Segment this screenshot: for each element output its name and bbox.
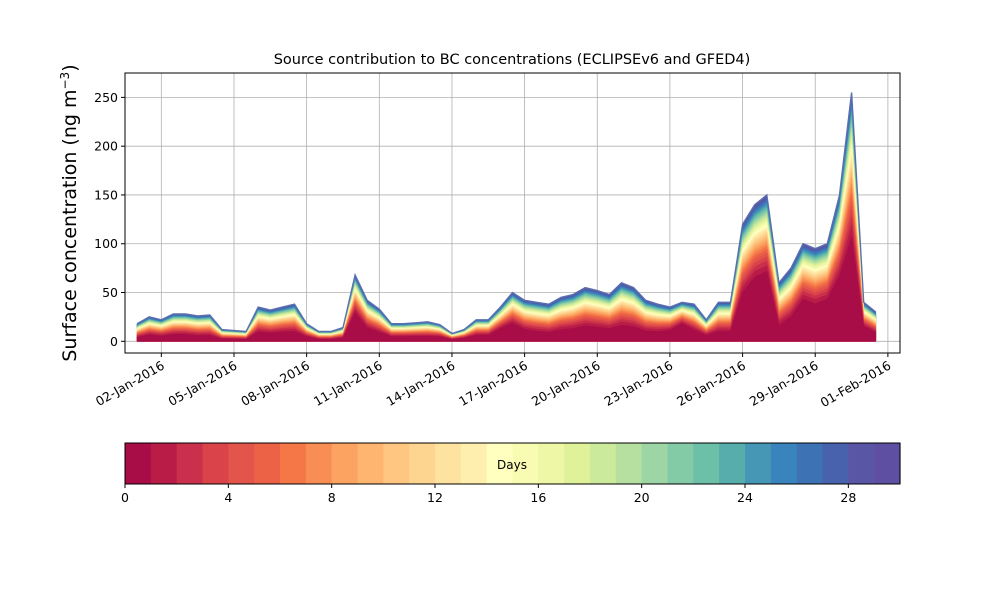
colorbar-segment: [667, 443, 694, 484]
colorbar-segment: [202, 443, 229, 484]
colorbar-segment: [331, 443, 359, 484]
colorbar-segment: [409, 443, 436, 484]
y-tick-label: 250: [94, 90, 118, 105]
colorbar-tick-label: 24: [737, 490, 753, 505]
y-tick-label: 100: [94, 236, 118, 251]
colorbar-segment: [435, 443, 462, 484]
colorbar-segment: [486, 443, 514, 484]
x-tick-label: 29-Jan-2016: [747, 358, 821, 409]
colorbar-tick-label: 20: [634, 490, 650, 505]
x-tick-label: 20-Jan-2016: [529, 358, 603, 409]
y-tick-label: 50: [102, 285, 118, 300]
colorbar-segment: [357, 443, 384, 484]
colorbar-label: Days: [497, 458, 527, 472]
colorbar-segment: [460, 443, 488, 484]
colorbar-segment: [383, 443, 410, 484]
colorbar-segment: [615, 443, 643, 484]
plot-frame: [124, 72, 901, 354]
colorbar-tick-label: 0: [121, 490, 129, 505]
x-tick-label: 02-Jan-2016: [93, 358, 167, 409]
total-line: [136, 92, 877, 335]
colorbar-segment: [874, 443, 901, 484]
colorbar-segment: [564, 443, 591, 484]
colorbar-segment: [745, 443, 772, 484]
y-tick-label: 200: [94, 139, 118, 154]
colorbar-segment: [305, 443, 333, 484]
colorbar-tick-label: 8: [328, 490, 336, 505]
colorbar: [125, 443, 901, 484]
x-tick-label: 05-Jan-2016: [166, 358, 240, 409]
y-axis-label: Surface concentration (ng m−3): [58, 64, 81, 361]
colorbar-segment: [590, 443, 617, 484]
y-tick-label: 150: [94, 187, 118, 202]
colorbar-segment: [254, 443, 281, 484]
colorbar-segment: [125, 443, 152, 484]
colorbar-segment: [150, 443, 178, 484]
colorbar-tick-label: 4: [224, 490, 232, 505]
colorbar-segment: [770, 443, 798, 484]
x-tick-label: 17-Jan-2016: [456, 358, 530, 409]
y-axis-ticks: 0 50 100 150 200 250: [94, 90, 125, 349]
colorbar-segment: [848, 443, 875, 484]
colorbar-segment: [228, 443, 255, 484]
chart-title: Source contribution to BC concentrations…: [274, 52, 751, 68]
colorbar-segment: [280, 443, 307, 484]
x-tick-label: 01-Feb-2016: [818, 358, 894, 410]
y-tick-label: 0: [110, 334, 118, 349]
colorbar-segment: [693, 443, 720, 484]
x-tick-label: 11-Jan-2016: [311, 358, 385, 409]
colorbar-segment: [176, 443, 204, 484]
colorbar-frame: [124, 442, 901, 485]
x-axis-ticks: 02-Jan-201605-Jan-201608-Jan-201611-Jan-…: [93, 353, 894, 410]
colorbar-tick-label: 28: [840, 490, 856, 505]
x-tick-label: 14-Jan-2016: [384, 358, 458, 409]
colorbar-tick-label: 16: [530, 490, 546, 505]
colorbar-segment: [719, 443, 746, 484]
colorbar-segment: [822, 443, 849, 484]
y-axis-label-exponent: −3: [58, 72, 72, 90]
colorbar-segment: [512, 443, 539, 484]
grid: [125, 73, 900, 353]
colorbar-segment: [538, 443, 565, 484]
area-band: [136, 236, 877, 342]
x-tick-label: 26-Jan-2016: [674, 358, 748, 409]
x-tick-label: 08-Jan-2016: [238, 358, 312, 409]
colorbar-tick-label: 12: [427, 490, 443, 505]
x-tick-label: 23-Jan-2016: [601, 358, 675, 409]
y-axis-label-main: Surface concentration (ng m: [59, 90, 81, 362]
colorbar-segment: [641, 443, 669, 484]
y-axis-label-close: ): [59, 64, 81, 71]
stacked-area: [136, 92, 877, 342]
colorbar-segment: [796, 443, 824, 484]
colorbar-ticks: 0 4 8 12 16 20 24 28: [121, 484, 856, 505]
